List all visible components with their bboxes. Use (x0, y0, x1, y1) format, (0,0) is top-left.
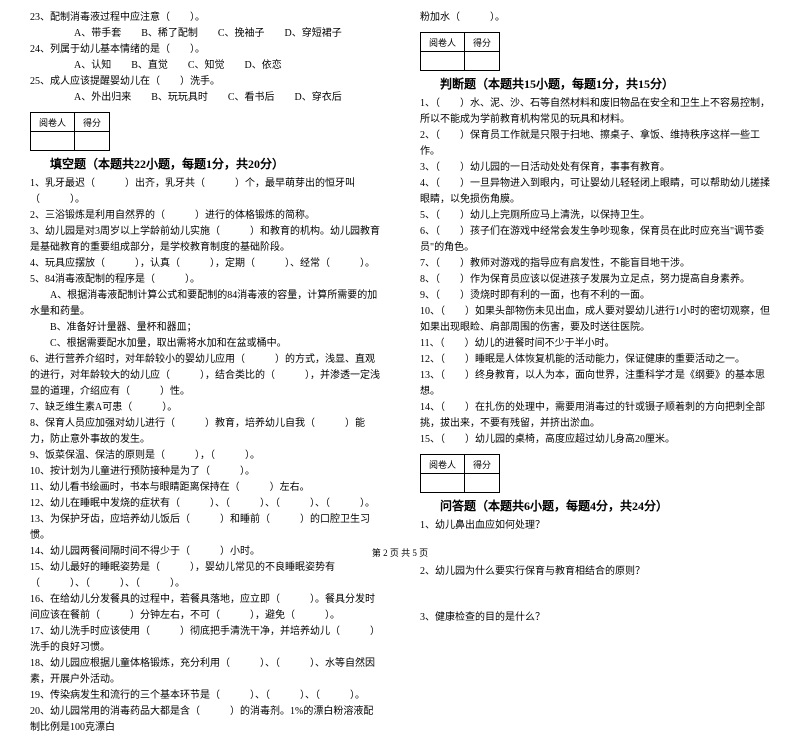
f5a: A、根据消毒液配制计算公式和要配制的84消毒液的容量，计算所需要的加水量和药量。 (30, 288, 380, 320)
fill-section-title: 填空题（本题共22小题，每题1分，共20分） (50, 155, 380, 172)
score-box3-label-a: 阅卷人 (421, 455, 465, 474)
score-box-blank-a (31, 132, 75, 151)
score-box-blank-b (75, 132, 110, 151)
judge-section-title: 判断题（本题共15小题，每题1分，共15分） (440, 75, 770, 92)
left-column: 23、配制消毒液过程中应注意（ ）。 A、带手套 B、稀了配制 C、挽袖子 D、… (30, 10, 380, 736)
j14: 14、（ ）在扎伤的处理中，需要用消毒过的针或镊子顺着刺的方向把刺全部挑，拔出来… (420, 400, 770, 432)
f18: 18、幼儿园应根据儿童体格锻炼，充分利用（ ）、（ ）、水等自然因素，开展户外活… (30, 656, 380, 688)
j7: 7、（ ）教师对游戏的指导应有启发性，不能盲目地干涉。 (420, 256, 770, 272)
f11: 11、幼儿看书绘画时，书本与眼睛距离保持在（ ）左右。 (30, 480, 380, 496)
j8: 8、（ ）作为保育员应该以促进孩子发展为立足点，努力提高自身素养。 (420, 272, 770, 288)
f9: 9、饭菜保温、保洁的原则是（ ），（ ）。 (30, 448, 380, 464)
q25-opts: A、外出归来 B、玩玩具时 C、看书后 D、穿衣后 (30, 90, 380, 106)
f4: 4、玩具应摆放（ ），认真（ ），定期（ ）、经常（ ）。 (30, 256, 380, 272)
qa1: 1、幼儿鼻出血应如何处理？ (420, 518, 770, 534)
score-box2-blank-b (465, 52, 500, 71)
score-box2-label-b: 得分 (465, 33, 500, 52)
j11: 11、（ ）幼儿的进餐时间不少于半小时。 (420, 336, 770, 352)
score-box-fill: 阅卷人 得分 (30, 112, 380, 151)
qa2-space (420, 580, 770, 610)
q24: 24、列属于幼儿基本情绪的是（ ）。 (30, 42, 380, 58)
score-box-judge: 阅卷人 得分 (420, 32, 770, 71)
q23-opts: A、带手套 B、稀了配制 C、挽袖子 D、穿短裙子 (30, 26, 380, 42)
f6: 6、进行营养介绍时，对年龄较小的婴幼儿应用（ ）的方式，浅显、直观的进行，对年龄… (30, 352, 380, 400)
f20cont: 粉加水（ ）。 (420, 10, 770, 26)
page-footer: 第 2 页 共 5 页 (0, 546, 800, 559)
j4: 4、（ ）一旦异物进入到眼内，可让婴幼儿轻轻闭上眼睛，可以帮助幼儿搓揉眼睛，以免… (420, 176, 770, 208)
f1: 1、乳牙最迟（ ）出齐，乳牙共（ ）个，最早萌芽出的恒牙叫（ ）。 (30, 176, 380, 208)
score-box2-label-a: 阅卷人 (421, 33, 465, 52)
q24-opts: A、认知 B、直觉 C、知觉 D、依恋 (30, 58, 380, 74)
j6: 6、（ ）孩子们在游戏中经常会发生争吵现象，保育员在此时应充当"调节委员"的角色… (420, 224, 770, 256)
j9: 9、（ ）烫烧时即有利的一面，也有不利的一面。 (420, 288, 770, 304)
j5: 5、（ ）幼儿上完厕所应马上清洗，以保持卫生。 (420, 208, 770, 224)
right-column: 粉加水（ ）。 阅卷人 得分 判断题（本题共15小题，每题1分，共15分） 1、… (420, 10, 770, 736)
j1: 1、（ ）水、泥、沙、石等自然材料和废旧物品在安全和卫生上不容易控制，所以不能成… (420, 96, 770, 128)
j13: 13、（ ）终身教育，以人为本，面向世界，注重科学才是《纲要》的基本思想。 (420, 368, 770, 400)
f7: 7、缺乏维生素A可患（ ）。 (30, 400, 380, 416)
f8: 8、保育人员应加强对幼儿进行（ ）教育，培养幼儿自我（ ）能力，防止意外事故的发… (30, 416, 380, 448)
f2: 2、三浴锻炼是利用自然界的（ ）进行的体格锻炼的简称。 (30, 208, 380, 224)
j10: 10、（ ）如果头部物伤未见出血，成人要对婴幼儿进行1小时的密切观察，但如果出现… (420, 304, 770, 336)
j2: 2、（ ）保育员工作就是只限于扫地、擦桌子、拿饭、维持秩序这样一些工作。 (420, 128, 770, 160)
j15: 15、（ ）幼儿园的桌椅，高度应超过幼儿身高20厘米。 (420, 432, 770, 448)
score-box2-blank-a (421, 52, 465, 71)
j3: 3、（ ）幼儿园的一日活动处处有保育，事事有教育。 (420, 160, 770, 176)
qa2: 2、幼儿园为什么要实行保育与教育相结合的原则？ (420, 564, 770, 580)
f3: 3、幼儿园是对3周岁以上学龄前幼儿实施（ ）和教育的机构。幼儿园教育是基础教育的… (30, 224, 380, 256)
score-box3-blank-b (465, 474, 500, 493)
score-box-label-b: 得分 (75, 113, 110, 132)
f5: 5、84消毒液配制的程序是（ ）。 (30, 272, 380, 288)
f12: 12、幼儿在睡眠中发烧的症状有（ ）、（ ）、（ ）、（ ）。 (30, 496, 380, 512)
f19: 19、传染病发生和流行的三个基本环节是（ ）、（ ）、（ ）。 (30, 688, 380, 704)
f5c: C、根据需要配水加量，取出需将水加和在盆或桶中。 (30, 336, 380, 352)
score-box-label-a: 阅卷人 (31, 113, 75, 132)
f10: 10、按计划为儿童进行预防接种是为了（ ）。 (30, 464, 380, 480)
score-box3-label-b: 得分 (465, 455, 500, 474)
f13: 13、为保护牙齿，应培养幼儿饭后（ ）和睡前（ ）的口腔卫生习惯。 (30, 512, 380, 544)
q23: 23、配制消毒液过程中应注意（ ）。 (30, 10, 380, 26)
j12: 12、（ ）睡眠是人体恢复机能的活动能力，保证健康的重要活动之一。 (420, 352, 770, 368)
score-box3-blank-a (421, 474, 465, 493)
score-box-qa: 阅卷人 得分 (420, 454, 770, 493)
f17: 17、幼儿洗手时应该使用（ ）彻底把手清洗干净，并培养幼儿（ ）洗手的良好习惯。 (30, 624, 380, 656)
f5b: B、准备好计量器、量杯和器皿； (30, 320, 380, 336)
q25: 25、成人应该提醒婴幼儿在（ ）洗手。 (30, 74, 380, 90)
qa-section-title: 问答题（本题共6小题，每题4分，共24分） (440, 497, 770, 514)
qa3: 3、健康检查的目的是什么？ (420, 610, 770, 626)
f16: 16、在给幼儿分发餐具的过程中，若餐具落地，应立即（ ）。餐具分发时间应该在餐前… (30, 592, 380, 624)
f20: 20、幼儿园常用的消毒药品大都是含（ ）的消毒剂。1%的漂白粉溶液配制比例是10… (30, 704, 380, 736)
